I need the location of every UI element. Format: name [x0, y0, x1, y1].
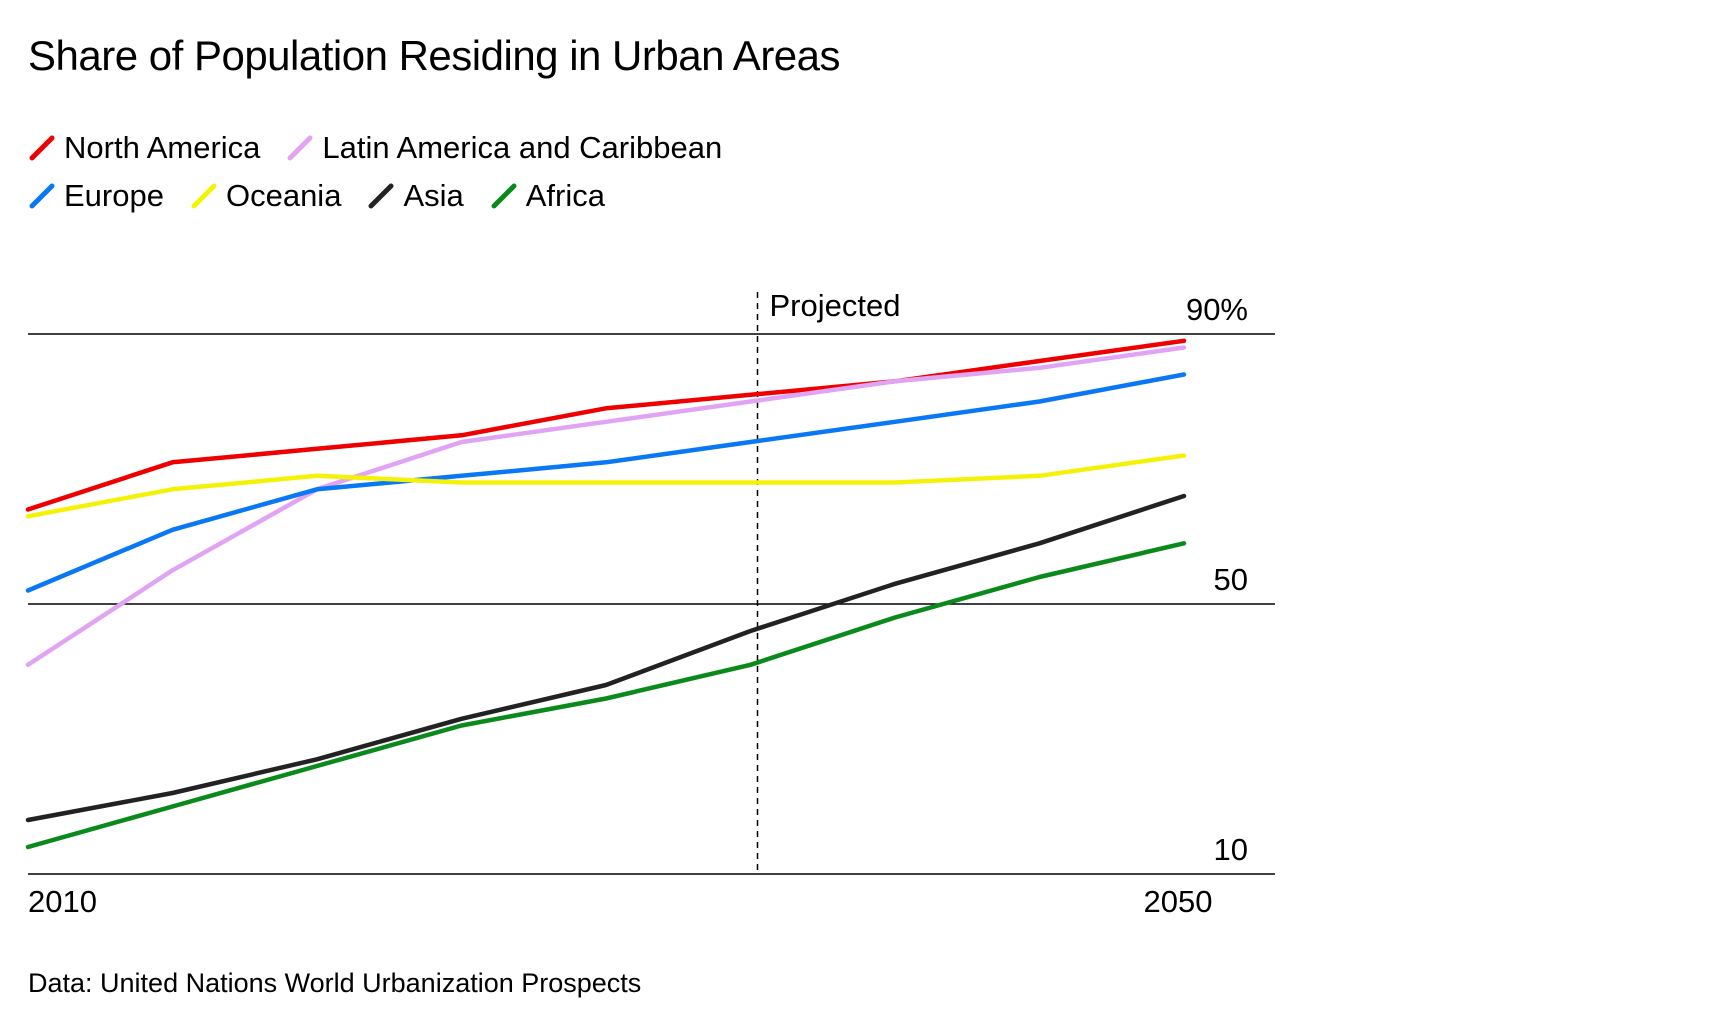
y-tick-label-90: 90% [1186, 292, 1248, 327]
source-note: Data: United Nations World Urbanization … [28, 968, 642, 998]
y-tick-label-10: 10 [1214, 832, 1248, 867]
chart-title: Share of Population Residing in Urban Ar… [28, 32, 841, 79]
legend-label-north-america: North America [64, 130, 261, 165]
legend-item-asia: Asia [367, 178, 464, 214]
legend-row-1: North America Latin America and Caribbea… [28, 130, 748, 166]
legend-label-europe: Europe [64, 178, 164, 213]
legend-label-oceania: Oceania [225, 178, 342, 213]
legend-label-africa: Africa [525, 178, 605, 213]
series-line-north-america [25, 338, 1187, 512]
series-line-oceania [25, 453, 1187, 519]
legend-item-latin-america: Latin America and Caribbean [286, 130, 722, 166]
legend-swatch-oceania [191, 183, 217, 209]
legend-item-europe: Europe [28, 178, 164, 214]
legend-swatch-latin-america [287, 135, 313, 161]
legend-swatch-north-america [29, 135, 55, 161]
legend-item-oceania: Oceania [190, 178, 341, 214]
series-line-asia [25, 493, 1187, 823]
legend-swatch-europe [29, 183, 55, 209]
projection-label: Projected [770, 288, 901, 323]
series-line-latin-america-and-caribbean [25, 345, 1187, 668]
legend-label-asia: Asia [403, 178, 464, 213]
legend-swatch-asia [368, 183, 394, 209]
series-line-europe [25, 372, 1187, 593]
legend-label-latin-america: Latin America and Caribbean [322, 130, 723, 165]
x-tick-label-2050: 2050 [1144, 884, 1213, 919]
legend-row-2: Europe Oceania Asia Africa [28, 178, 631, 214]
series-line-africa [25, 541, 1187, 850]
legend-item-north-america: North America [28, 130, 260, 166]
legend-item-africa: Africa [490, 178, 605, 214]
y-tick-label-50: 50 [1214, 562, 1248, 597]
legend-swatch-africa [491, 183, 517, 209]
x-tick-label-2010: 2010 [28, 884, 97, 919]
